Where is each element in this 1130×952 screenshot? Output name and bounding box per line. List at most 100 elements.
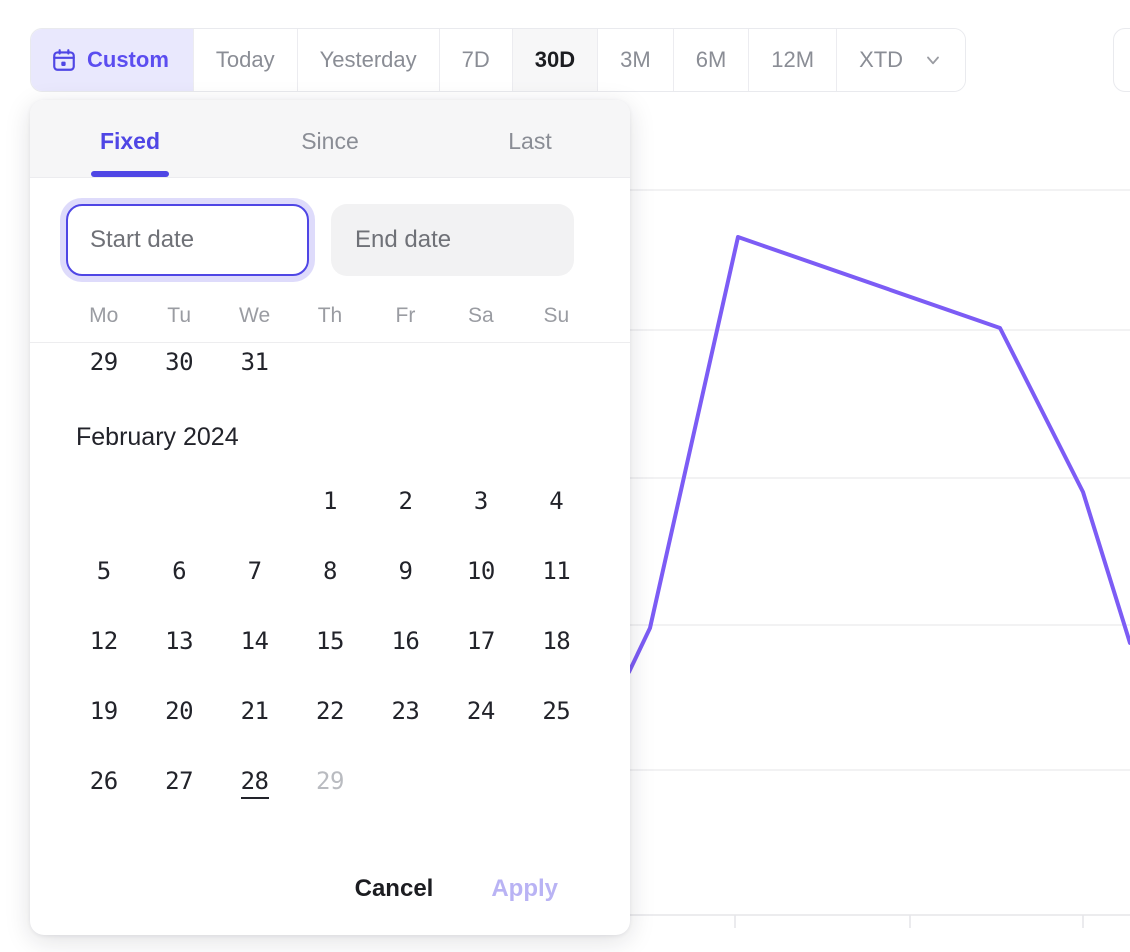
day-label: 22 <box>316 697 344 725</box>
tab-last[interactable]: Last <box>430 128 630 177</box>
day-cell[interactable]: 11 <box>519 557 594 585</box>
day-cell[interactable]: 17 <box>443 627 518 655</box>
calendar-content: 29 30 31 February 2024 1 2 3 4 5 6 7 8 9 10 11 12 13… <box>66 343 594 816</box>
week-row: 12 13 14 15 16 17 18 <box>66 606 594 676</box>
toolbar-segment-12m[interactable]: 12M <box>749 29 838 91</box>
day-label: 6 <box>172 557 187 585</box>
chart-series <box>627 235 1130 674</box>
day-cell[interactable]: 4 <box>519 487 594 515</box>
day-label: 5 <box>96 557 111 585</box>
day-label: 1 <box>323 487 337 515</box>
day-label: 17 <box>466 627 495 655</box>
day-cell[interactable]: 27 <box>141 767 216 795</box>
day-cell[interactable]: 9 <box>368 557 443 585</box>
day-cell[interactable]: 31 <box>240 348 269 376</box>
day-cell[interactable]: 22 <box>292 697 367 725</box>
day-cell[interactable]: 25 <box>519 697 594 725</box>
cancel-button[interactable]: Cancel <box>354 875 434 902</box>
day-cell[interactable]: 24 <box>443 697 518 725</box>
day-label: 4 <box>549 487 564 515</box>
week-row: 19 20 21 22 23 24 25 <box>66 676 594 746</box>
day-cell[interactable]: 20 <box>141 697 216 725</box>
day-label: 11 <box>542 557 571 585</box>
day-label: 3 <box>473 487 488 515</box>
tab-label: Fixed <box>99 128 161 154</box>
tab-label: Last <box>508 128 552 154</box>
date-fields-row: Start date End date <box>30 178 630 294</box>
start-date-placeholder: Start date <box>90 226 195 253</box>
toolbar-segment-7d[interactable]: 7D <box>439 29 513 91</box>
day-cell[interactable]: 23 <box>368 697 443 725</box>
weekday-label: Tu <box>167 304 191 327</box>
day-label: 24 <box>466 697 495 725</box>
toolbar-segment-custom[interactable]: Custom <box>31 29 194 91</box>
day-cell[interactable]: 13 <box>141 627 216 655</box>
end-date-placeholder: End date <box>355 226 452 253</box>
tab-since[interactable]: Since <box>230 128 430 177</box>
toolbar-segment-6m[interactable]: 6M <box>673 29 750 91</box>
toolbar-segment-label: 30D <box>534 47 576 72</box>
day-cell[interactable]: 2 <box>368 487 443 515</box>
day-cell[interactable]: 28 <box>217 767 292 799</box>
weekday-label: Sa <box>468 304 494 327</box>
toolbar-segment-label: Today <box>215 47 275 72</box>
day-cell[interactable]: 19 <box>66 697 141 725</box>
toolbar-adjacent-control[interactable] <box>1113 28 1130 92</box>
day-cell[interactable]: 26 <box>66 767 141 795</box>
day-cell[interactable]: 29 <box>89 348 118 376</box>
tab-fixed[interactable]: Fixed <box>30 128 230 177</box>
week-row: 1 2 3 4 <box>66 466 594 536</box>
day-cell[interactable]: 12 <box>66 627 141 655</box>
day-label: 21 <box>240 697 269 725</box>
weekday-header: Mo Tu We Th Fr Sa Su <box>30 294 630 343</box>
toolbar-segment-today[interactable]: Today <box>193 29 298 91</box>
day-cell[interactable]: 5 <box>66 557 141 585</box>
week-row: 5 6 7 8 9 10 11 <box>66 536 594 606</box>
chart-gridlines <box>630 189 1130 771</box>
day-cell[interactable]: 1 <box>292 487 367 515</box>
day-cell[interactable]: 21 <box>217 697 292 725</box>
day-label: 14 <box>240 627 269 655</box>
toolbar-segment-label: 12M <box>771 47 815 72</box>
day-label: 2 <box>398 487 413 515</box>
day-cell[interactable]: 7 <box>217 557 292 585</box>
day-label: 7 <box>247 557 262 585</box>
toolbar-segment-label: 7D <box>461 47 490 72</box>
start-date-input[interactable]: Start date <box>66 204 309 276</box>
weekday-label: Mo <box>89 304 119 327</box>
day-cell[interactable]: 14 <box>217 627 292 655</box>
toolbar-segment-label: XTD <box>859 47 904 72</box>
day-cell[interactable]: 16 <box>368 627 443 655</box>
apply-button[interactable]: Apply <box>491 875 558 902</box>
toolbar-segment-30d[interactable]: 30D <box>512 29 599 91</box>
day-label: 20 <box>165 697 194 725</box>
toolbar-segment-yesterday[interactable]: Yesterday <box>297 29 440 91</box>
weekday-label: Fr <box>395 304 416 327</box>
calendar-scroll-area[interactable]: 29 30 31 February 2024 1 2 3 4 5 6 7 8 9 10 11 12 13… <box>30 343 630 843</box>
chart-axis <box>630 914 1130 928</box>
day-cell[interactable]: 18 <box>519 627 594 655</box>
day-cell[interactable]: 6 <box>141 557 216 585</box>
day-label: 13 <box>165 627 194 655</box>
day-label: 27 <box>165 767 194 795</box>
end-date-input[interactable]: End date <box>331 204 574 276</box>
day-cell[interactable]: 15 <box>292 627 367 655</box>
calendar-icon <box>51 47 77 73</box>
toolbar-segment-3m[interactable]: 3M <box>598 29 674 91</box>
day-cell[interactable]: 30 <box>165 348 194 376</box>
day-label: 8 <box>323 557 337 585</box>
day-label: 16 <box>391 627 420 655</box>
day-cell[interactable]: 10 <box>443 557 518 585</box>
day-label: 12 <box>89 627 118 655</box>
day-label: 29 <box>316 767 344 795</box>
date-range-toolbar: Custom Today Yesterday 7D 30D 3M 6M 12M … <box>30 28 967 92</box>
panel-footer: Cancel Apply <box>30 843 630 935</box>
tab-label: Since <box>301 128 359 154</box>
day-cell[interactable]: 3 <box>443 487 518 515</box>
weekday-label: We <box>239 304 271 327</box>
day-cell[interactable]: 8 <box>292 557 367 585</box>
toolbar-segment-xtd[interactable]: XTD <box>837 29 966 91</box>
toolbar-segment-label: 6M <box>695 47 727 72</box>
week-row-prev-month-tail: 29 30 31 <box>66 343 594 397</box>
